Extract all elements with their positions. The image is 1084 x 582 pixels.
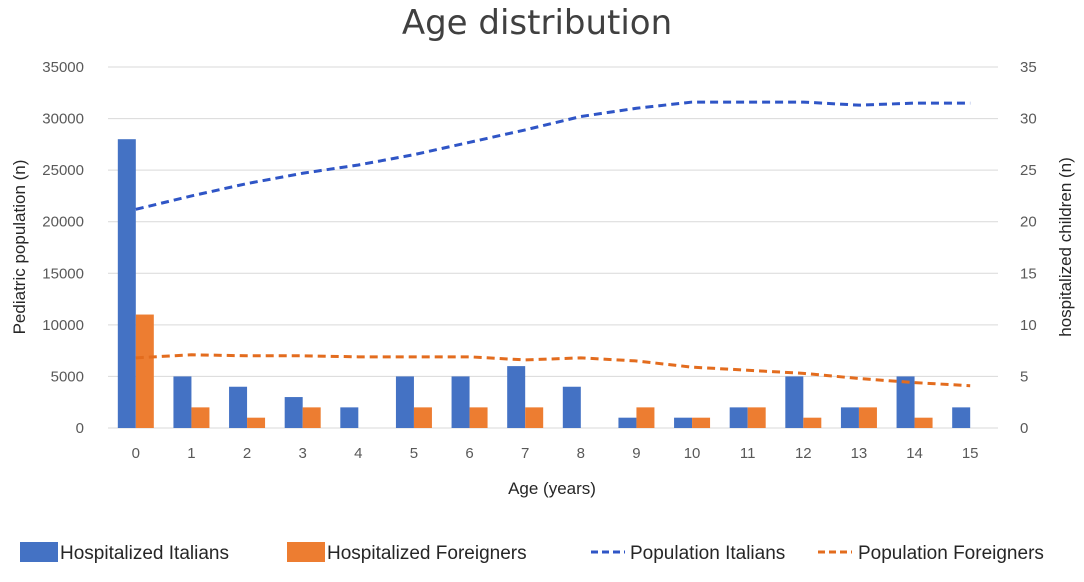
- bar-hospitalized-italians: [340, 407, 359, 428]
- right-axis-ticks: 0 5 10 15 20 25 30 35: [1020, 59, 1037, 437]
- x-tick-label: 12: [795, 445, 812, 462]
- x-tick-label: 11: [740, 445, 756, 462]
- right-tick-label: 30: [1020, 111, 1037, 128]
- x-tick-label: 10: [684, 445, 701, 462]
- bar-hospitalized-foreigners: [302, 407, 321, 428]
- x-tick-label: 5: [410, 445, 418, 462]
- left-tick-label: 0: [76, 420, 84, 437]
- legend-swatch-hospitalized-italians: [20, 542, 58, 562]
- left-tick-label: 5000: [51, 368, 84, 385]
- legend-label-population-foreigners: Population Foreigners: [858, 543, 1044, 564]
- bar-hospitalized-italians: [952, 407, 971, 428]
- right-tick-label: 5: [1020, 368, 1028, 385]
- x-tick-label: 9: [632, 445, 640, 462]
- left-y-axis-label: Pediatric population (n): [10, 160, 29, 335]
- x-axis-label: Age (years): [508, 479, 596, 498]
- chart-title: Age distribution: [402, 3, 672, 43]
- x-tick-label: 3: [299, 445, 307, 462]
- legend-label-hospitalized-foreigners: Hospitalized Foreigners: [327, 543, 527, 564]
- bar-hospitalized-foreigners: [413, 407, 432, 428]
- x-tick-label: 4: [354, 445, 362, 462]
- legend-swatch-hospitalized-foreigners: [287, 542, 325, 562]
- bar-hospitalized-italians: [840, 407, 859, 428]
- bar-hospitalized-foreigners: [247, 417, 266, 428]
- left-tick-label: 35000: [42, 59, 84, 76]
- legend-label-population-italians: Population Italians: [630, 543, 785, 564]
- line-population-foreigners: [135, 353, 971, 388]
- legend: Hospitalized Italians Hospitalized Foreig…: [20, 542, 1044, 564]
- bar-hospitalized-italians: [451, 376, 470, 428]
- bar-hospitalized-foreigners: [636, 407, 655, 428]
- x-tick-label: 13: [851, 445, 868, 462]
- bar-hospitalized-italians: [618, 417, 637, 428]
- bar-hospitalized-italians: [395, 376, 414, 428]
- left-tick-label: 15000: [42, 265, 84, 282]
- bar-hospitalized-italians: [729, 407, 748, 428]
- bar-hospitalized-foreigners: [692, 417, 711, 428]
- right-tick-label: 35: [1020, 59, 1037, 76]
- x-tick-label: 15: [962, 445, 979, 462]
- right-y-axis-label: hospitalized children (n): [1056, 157, 1075, 337]
- bars: [117, 139, 971, 428]
- right-tick-label: 25: [1020, 162, 1037, 179]
- bar-hospitalized-italians: [674, 417, 693, 428]
- line-population-italians: [135, 100, 971, 211]
- x-tick-label: 2: [243, 445, 251, 462]
- bar-hospitalized-italians: [562, 386, 581, 428]
- bar-hospitalized-foreigners: [135, 314, 154, 428]
- right-tick-label: 15: [1020, 265, 1037, 282]
- right-tick-label: 20: [1020, 214, 1037, 231]
- left-tick-label: 20000: [42, 214, 84, 231]
- bar-hospitalized-foreigners: [858, 407, 877, 428]
- legend-label-hospitalized-italians: Hospitalized Italians: [60, 543, 229, 564]
- x-tick-label: 14: [906, 445, 923, 462]
- left-axis-ticks: 0 5000 10000 15000 20000 25000 30000 35000: [42, 59, 84, 437]
- x-tick-label: 7: [521, 445, 529, 462]
- bar-hospitalized-foreigners: [191, 407, 210, 428]
- lines: [135, 100, 971, 388]
- bar-hospitalized-italians: [507, 366, 526, 428]
- bar-hospitalized-foreigners: [469, 407, 488, 428]
- bar-hospitalized-italians: [229, 386, 248, 428]
- x-tick-label: 0: [132, 445, 140, 462]
- bar-hospitalized-italians: [785, 376, 804, 428]
- x-tick-label: 1: [187, 445, 195, 462]
- bar-hospitalized-italians: [117, 139, 136, 428]
- x-tick-label: 8: [577, 445, 585, 462]
- left-tick-label: 30000: [42, 111, 84, 128]
- bar-hospitalized-italians: [284, 397, 303, 428]
- bar-hospitalized-italians: [173, 376, 192, 428]
- right-tick-label: 0: [1020, 420, 1028, 437]
- bar-hospitalized-foreigners: [747, 407, 766, 428]
- left-tick-label: 25000: [42, 162, 84, 179]
- left-tick-label: 10000: [42, 317, 84, 334]
- bar-hospitalized-foreigners: [803, 417, 822, 428]
- bar-hospitalized-foreigners: [525, 407, 544, 428]
- bar-hospitalized-italians: [896, 376, 915, 428]
- right-tick-label: 10: [1020, 317, 1037, 334]
- gridlines: [108, 66, 998, 429]
- bar-hospitalized-foreigners: [914, 417, 933, 428]
- x-tick-label: 6: [465, 445, 473, 462]
- x-axis-ticks: 0 1 2 3 4 5 6 7 8 9 10 11 12 13 14 15: [132, 445, 979, 462]
